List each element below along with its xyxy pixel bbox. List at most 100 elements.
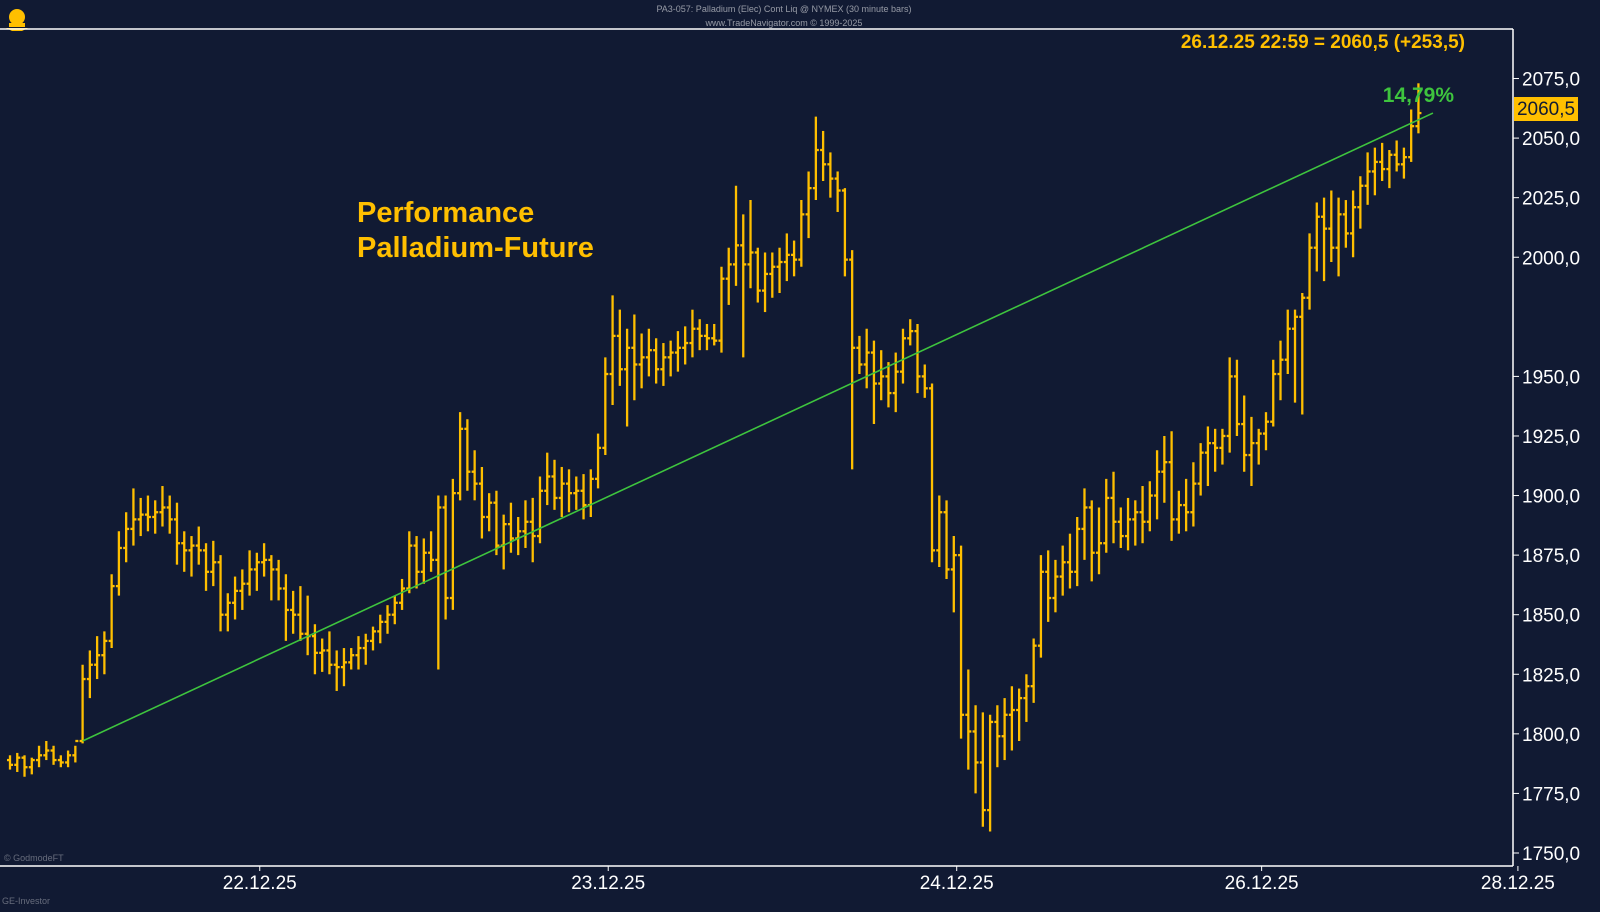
ohlc-bar	[834, 171, 841, 212]
ohlc-bar	[812, 116, 819, 201]
ohlc-bar	[152, 500, 159, 534]
ohlc-bar	[580, 474, 587, 520]
ohlc-bar	[57, 755, 64, 768]
ohlc-bar	[1241, 395, 1248, 472]
ohlc-bar	[950, 536, 957, 613]
ohlc-bar	[246, 550, 253, 596]
ohlc-bars	[7, 83, 1422, 832]
ohlc-bar	[674, 331, 681, 372]
y-tick-label: 1925,0	[1522, 427, 1580, 448]
ohlc-bar	[624, 328, 631, 427]
ohlc-bar	[79, 664, 86, 744]
ohlc-bar	[885, 362, 892, 408]
ohlc-bar	[1262, 412, 1269, 451]
ohlc-bar	[1292, 309, 1299, 403]
ohlc-bar	[1096, 507, 1102, 575]
ohlc-bar	[1219, 428, 1226, 465]
ohlc-bar	[1045, 550, 1052, 622]
ohlc-bar	[1342, 200, 1349, 248]
ohlc-bar	[1386, 150, 1393, 189]
ohlc-bar	[899, 328, 906, 384]
ohlc-bar	[101, 631, 108, 675]
ohlc-bar	[217, 555, 224, 632]
ohlc-bar	[1125, 497, 1132, 551]
ohlc-bar	[609, 295, 616, 405]
ohlc-bar	[544, 452, 551, 506]
ohlc-bar	[1306, 233, 1313, 310]
ohlc-bar	[536, 476, 543, 544]
ohlc-bar	[1066, 533, 1073, 589]
ohlc-bar	[914, 323, 921, 394]
ohlc-bar	[631, 314, 638, 401]
ohlc-bar	[747, 200, 754, 289]
y-tick-label: 2025,0	[1522, 189, 1580, 210]
ohlc-bar	[261, 543, 268, 577]
ohlc-bar	[1052, 559, 1059, 613]
ohlc-bar	[754, 247, 761, 303]
ohlc-bar	[979, 712, 986, 827]
ohlc-bar	[224, 593, 231, 632]
ohlc-bar	[7, 755, 13, 770]
last-price-badge-text: 2060,5	[1517, 99, 1575, 120]
x-tick-label: 24.12.25	[920, 873, 994, 894]
ohlc-bar	[130, 488, 137, 546]
ohlc-bar	[573, 476, 580, 510]
y-tick-label: 1825,0	[1522, 665, 1580, 686]
ohlc-bar	[645, 328, 652, 377]
ohlc-bar	[1408, 109, 1415, 162]
ohlc-bar	[1074, 516, 1081, 587]
ohlc-bar	[65, 750, 72, 768]
x-tick-label: 26.12.25	[1225, 873, 1299, 894]
ohlc-bar	[921, 364, 928, 398]
ohlc-bar	[718, 266, 725, 353]
ohlc-bar	[958, 545, 965, 739]
ohlc-bar	[602, 357, 609, 456]
ohlc-bar	[449, 478, 456, 610]
ohlc-bar	[1357, 176, 1364, 229]
ohlc-bar	[667, 340, 674, 377]
ohlc-bar	[457, 412, 464, 501]
ohlc-bar	[1371, 147, 1378, 196]
ohlc-bar	[1321, 197, 1328, 282]
ohlc-bar	[529, 497, 536, 563]
ohlc-bar	[115, 531, 122, 596]
ohlc-bar	[703, 323, 710, 351]
ohlc-bar	[740, 214, 747, 358]
ohlc-bar	[762, 252, 769, 313]
y-tick-label: 2075,0	[1522, 70, 1580, 91]
ohlc-bar	[776, 247, 783, 293]
ohlc-bar	[841, 188, 848, 277]
watermark-left: © GodmodeFT	[4, 853, 64, 863]
ohlc-bar	[943, 500, 950, 579]
ohlc-bar	[486, 493, 493, 532]
ohlc-bar	[239, 569, 246, 610]
ohlc-bar	[558, 466, 565, 517]
ohlc-bar	[696, 319, 703, 351]
ohlc-bar	[929, 383, 936, 563]
ohlc-bar	[50, 745, 57, 765]
watermark-bottom: GE-Investor	[2, 896, 50, 906]
ohlc-bar	[435, 495, 442, 670]
ohlc-bar	[907, 319, 914, 346]
ohlc-bar	[333, 650, 340, 691]
ohlc-bar	[370, 626, 376, 651]
ohlc-bar	[827, 152, 834, 198]
ohlc-bar	[1212, 428, 1219, 472]
ohlc-bar	[1168, 431, 1175, 541]
ohlc-bar	[936, 495, 943, 568]
ohlc-bar	[733, 185, 739, 286]
header-copyright-line: www.TradeNavigator.com © 1999-2025	[705, 18, 863, 28]
ohlc-bar	[72, 739, 79, 763]
ohlc-bar	[878, 350, 885, 401]
ohlc-bar	[86, 650, 93, 699]
ohlc-bar	[1197, 443, 1204, 496]
ohlc-bar	[326, 631, 333, 675]
ohlc-bar	[870, 340, 877, 425]
ohlc-bar	[340, 648, 347, 687]
ohlc-bar	[188, 536, 195, 577]
ohlc-bar	[1139, 486, 1146, 544]
ohlc-bar	[493, 490, 500, 556]
